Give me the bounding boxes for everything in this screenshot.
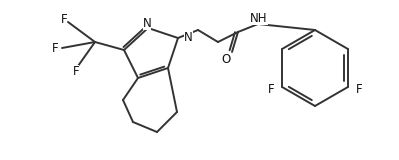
Text: N: N xyxy=(184,31,193,44)
Text: NH: NH xyxy=(250,12,268,24)
Text: N: N xyxy=(142,16,151,29)
Text: F: F xyxy=(73,64,79,77)
Text: O: O xyxy=(221,52,231,65)
Text: F: F xyxy=(52,41,58,55)
Text: F: F xyxy=(61,12,67,25)
Text: F: F xyxy=(356,83,362,96)
Text: F: F xyxy=(268,83,275,96)
